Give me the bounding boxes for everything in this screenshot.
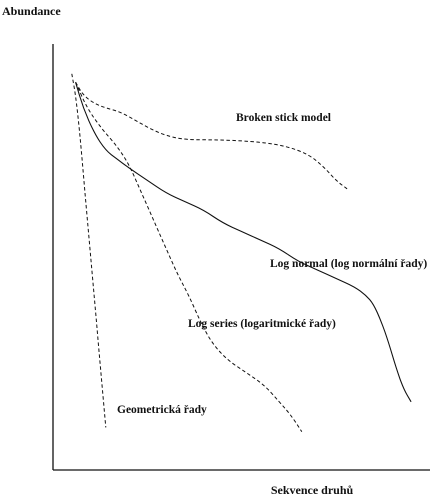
series-line-log-series-logaritmick-ady [75, 82, 303, 432]
label-geometric: Geometrická řady [117, 404, 207, 416]
label-broken-stick: Broken stick model [236, 112, 331, 124]
series-line-broken-stick-model [75, 82, 348, 190]
series-layer [71, 73, 412, 432]
series-line-geometrick-ady [71, 73, 107, 428]
label-log-normal: Log normal (log normální řady) [270, 258, 427, 270]
label-log-series: Log series (logaritmické řady) [188, 318, 336, 330]
series-line-log-normal-log-norm-ln-ady [75, 82, 412, 403]
y-axis-label: Abundance [2, 4, 61, 18]
x-axis-label: Sekvence druhů [271, 483, 354, 497]
